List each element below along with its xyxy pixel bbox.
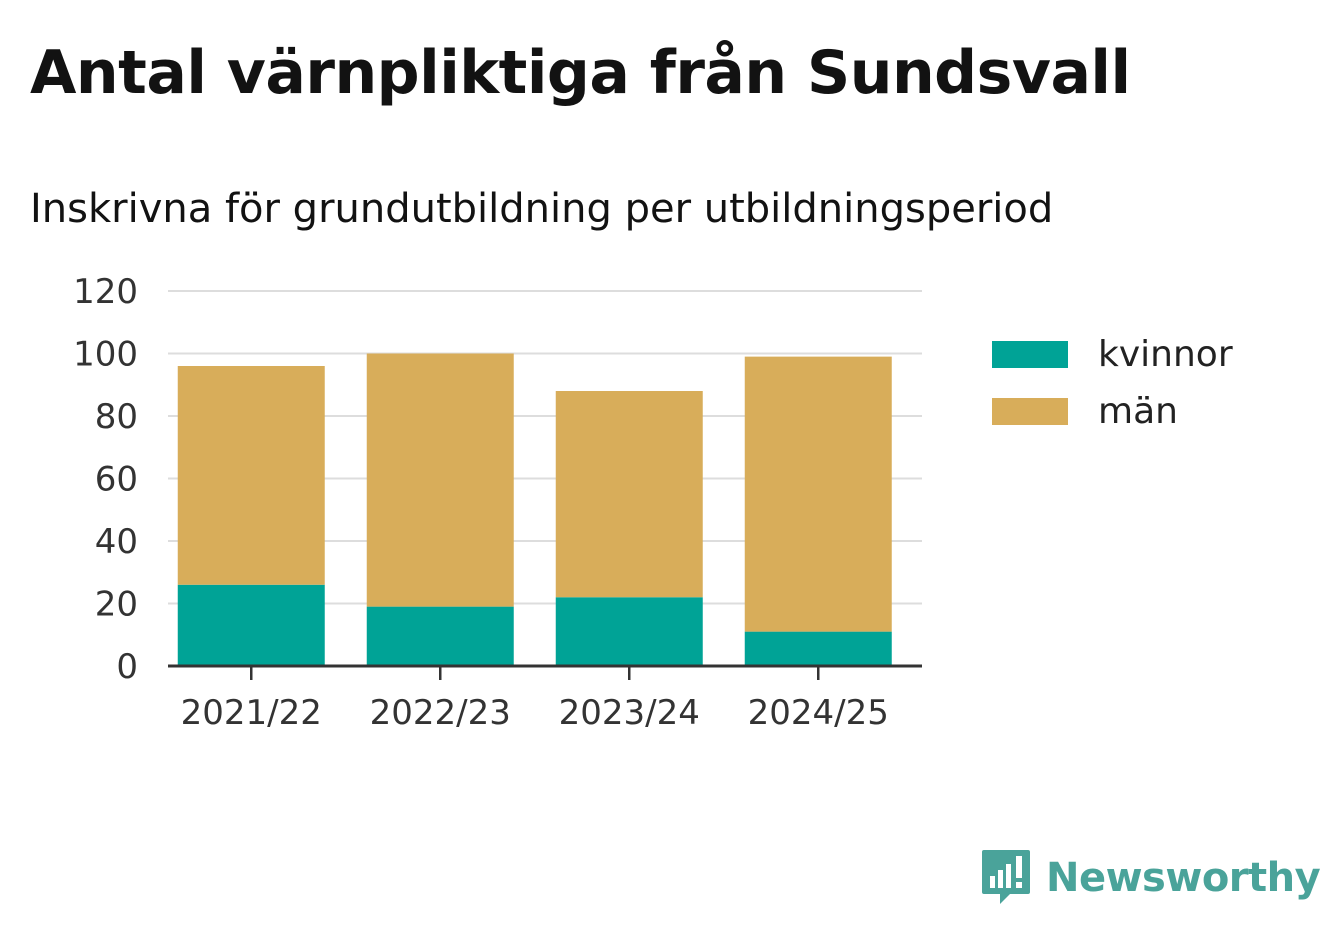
bar-män-2024/25 (744, 356, 892, 632)
x-tick-label-2023/24: 2023/24 (559, 693, 700, 733)
chart-subtitle: Inskrivna för grundutbildning per utbild… (30, 186, 1054, 232)
bar-kvinnor-2022/23 (366, 606, 514, 666)
legend: kvinnor män (992, 326, 1233, 440)
x-tick-label-2021/22: 2021/22 (181, 693, 322, 733)
y-tick-label-120: 120 (73, 272, 138, 312)
x-tick-label-2022/23: 2022/23 (370, 693, 511, 733)
y-tick-label-60: 60 (95, 460, 138, 500)
y-tick-label-40: 40 (95, 522, 138, 562)
legend-swatch-kvinnor (992, 341, 1068, 368)
brand-name: Newsworthy (1046, 855, 1321, 901)
bar-kvinnor-2021/22 (177, 584, 325, 666)
y-tick-label-20: 20 (95, 585, 138, 625)
bar-män-2021/22 (177, 366, 325, 585)
y-tick-label-100: 100 (73, 335, 138, 375)
legend-item-man: män (992, 383, 1233, 440)
bar-kvinnor-2024/25 (744, 631, 892, 666)
bar-män-2023/24 (555, 391, 703, 598)
bar-män-2022/23 (366, 353, 514, 607)
x-tick-label-2024/25: 2024/25 (748, 693, 889, 733)
legend-swatch-man (992, 398, 1068, 425)
newsworthy-brand: Newsworthy (980, 848, 1321, 908)
legend-label-man: män (1098, 391, 1178, 432)
bar-kvinnor-2023/24 (555, 597, 703, 666)
y-tick-label-80: 80 (95, 397, 138, 437)
legend-item-kvinnor: kvinnor (992, 326, 1233, 383)
newsworthy-logo-icon (982, 850, 1030, 904)
chart-title: Antal värnpliktiga från Sundsvall (30, 38, 1131, 108)
y-tick-label-0: 0 (116, 647, 138, 687)
legend-label-kvinnor: kvinnor (1098, 334, 1233, 375)
